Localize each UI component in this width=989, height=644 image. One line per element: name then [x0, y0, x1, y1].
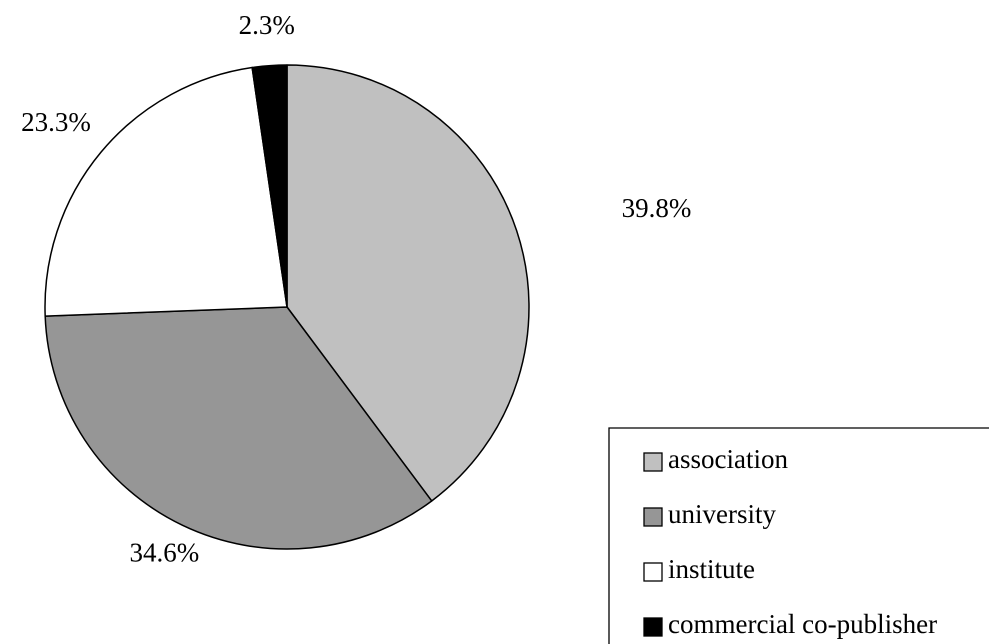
legend-item-institute: institute [644, 554, 755, 584]
legend-swatch [644, 453, 662, 471]
legend-label: commercial co-publisher [668, 609, 937, 639]
legend-label: association [668, 444, 788, 474]
legend-item-university: university [644, 499, 776, 529]
data-label-university: 34.6% [129, 537, 199, 567]
legend-items: association university institute commercial… [644, 444, 937, 639]
data-label-association: 39.8% [622, 193, 692, 223]
pie-slice-institute [45, 68, 287, 317]
legend-item-commercial-co-publisher: commercial co-publisher [644, 609, 937, 639]
legend-swatch [644, 563, 662, 581]
legend-label: institute [668, 554, 755, 584]
legend-label: university [668, 499, 776, 529]
data-label-institute: 23.3% [21, 107, 91, 137]
legend-item-association: association [644, 444, 788, 474]
legend-swatch [644, 618, 662, 636]
pie-slices [45, 65, 529, 549]
legend: association university institute commercial… [609, 428, 989, 644]
legend-swatch [644, 508, 662, 526]
data-label-commercial-co-publisher: 2.3% [239, 10, 295, 40]
